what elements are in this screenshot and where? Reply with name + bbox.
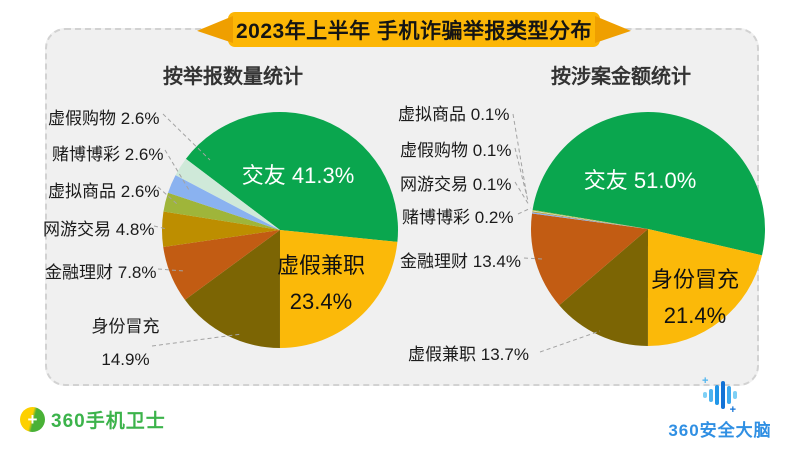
leader-line [539, 330, 601, 353]
slice-name: 赌博博彩 [402, 208, 470, 227]
slice-name: 赌博博彩 [52, 145, 120, 164]
slice-value: 2.6% [124, 145, 164, 164]
slice-value: 2.6% [120, 182, 160, 201]
slice-value: 51.0% [633, 168, 697, 193]
slice-name: 虚假兼职 [276, 253, 366, 278]
slice-value: 2.6% [120, 109, 160, 128]
plus-icon: + [729, 404, 736, 416]
leader-line [151, 333, 243, 347]
label-dubo-bocai-left: 赌博博彩 2.6% [52, 140, 163, 165]
slice-name: 交友 [241, 163, 286, 188]
chart-title-money-amount: 按涉案金额统计 [551, 66, 691, 88]
pie-slice-jinrong-licai [163, 230, 280, 300]
pie-money-amount [531, 112, 765, 347]
slice-value: 0.1% [472, 141, 512, 160]
slice-value: 0.2% [474, 208, 514, 227]
slice-name: 网游交易 [400, 175, 468, 194]
label-xuni-shangpin-left: 虚拟商品 2.6% [48, 177, 159, 202]
slice-value: 13.4% [472, 252, 521, 271]
label-xujia-jianzhi-right: 虚假兼职 13.7% [408, 340, 529, 365]
bar-icon [715, 385, 719, 405]
slice-name: 交友 [583, 168, 628, 193]
soundwave-brain-icon: + + [694, 375, 746, 416]
pie-slice-xujia-gouwu [532, 210, 648, 229]
360-guard-circle-plus-icon: + [20, 407, 45, 432]
slice-name: 虚假购物 [48, 109, 116, 128]
leader-line [514, 147, 529, 202]
label-jiaoyou-left: 交友 41.3% [242, 158, 355, 194]
pie-slice-jiaoyou [532, 112, 765, 256]
label-dubo-bocai-right: 赌博博彩 0.2% [402, 203, 513, 228]
slice-name: 虚假兼职 [408, 345, 476, 364]
leader-line [517, 207, 532, 215]
chart-title-report-count: 按举报数量统计 [163, 66, 303, 88]
leader-line [514, 181, 530, 206]
bar-icon [727, 386, 731, 404]
label-jinrong-licai-left: 金融理财 7.8% [45, 258, 156, 283]
leader-line [162, 113, 211, 161]
leader-line [164, 149, 190, 191]
pie-slice-jiaoyou [185, 112, 398, 242]
bar-icon [709, 388, 713, 402]
leader-line [512, 113, 528, 198]
slice-name: 金融理财 [400, 252, 468, 271]
slice-value: 7.8% [117, 263, 157, 282]
pie-report-count [161, 112, 398, 348]
brand-360-mobile-guard: + 360手机卫士 [20, 406, 166, 433]
label-shenfen-maochong-left: 身份冒充 14.9% [68, 310, 183, 376]
pie-slice-dubo-bocai [168, 175, 280, 230]
slice-value: 0.1% [472, 175, 512, 194]
pie-slice-xuni-shangpin [163, 192, 280, 230]
label-jiaoyou-right: 交友 51.0% [584, 163, 697, 199]
slice-value: 41.3% [291, 163, 355, 188]
slice-name: 虚拟商品 [398, 105, 466, 124]
pie-slice-xujia-jianzhi [559, 229, 648, 346]
leader-lines [151, 113, 601, 353]
pie-slice-xuni-shangpin [532, 209, 648, 229]
leader-line [157, 268, 185, 272]
brand-left-text: 360手机卫士 [51, 411, 166, 432]
slice-name: 金融理财 [45, 263, 113, 282]
label-wangyou-jiaoyi-left: 网游交易 4.8% [43, 215, 154, 240]
pie-slice-xujia-gouwu [175, 158, 280, 230]
slice-value: 4.8% [115, 220, 155, 239]
slice-name: 网游交易 [43, 220, 111, 239]
slice-name: 身份冒充 [91, 317, 160, 336]
pie-slice-xujia-jianzhi [279, 230, 398, 348]
slice-name: 身份冒充 [650, 267, 740, 292]
label-xujia-gouwu-right: 虚假购物 0.1% [400, 136, 511, 161]
label-jinrong-licai-right: 金融理财 13.4% [400, 247, 521, 272]
plus-icon: + [702, 375, 709, 387]
slice-name: 虚拟商品 [48, 182, 116, 201]
slice-value: 0.1% [470, 105, 510, 124]
label-xujia-gouwu-left: 虚假购物 2.6% [48, 104, 159, 129]
pie-slice-shenfen-maochong [184, 230, 280, 348]
pie-slice-jinrong-licai [531, 213, 648, 306]
page-title: 2023年上半年 手机诈骗举报类型分布 [235, 19, 593, 43]
bar-icon [721, 381, 725, 409]
label-wangyou-jiaoyi-right: 网游交易 0.1% [400, 170, 511, 195]
label-shenfen-maochong-right: 身份冒充 21.4% [651, 262, 739, 334]
pie-slice-dubo-bocai [532, 212, 648, 229]
leader-line [153, 225, 168, 230]
slice-value: 23.4% [289, 289, 353, 314]
bar-icon [733, 391, 737, 399]
slice-value: 13.7% [480, 345, 529, 364]
slice-name: 虚假购物 [400, 141, 468, 160]
slice-value: 21.4% [663, 303, 727, 328]
label-xuni-shangpin-right: 虚拟商品 0.1% [398, 100, 509, 125]
pie-slice-wangyou-jiaoyi [532, 211, 648, 229]
brand-360-security-brain: + + 360安全大脑 [664, 376, 776, 441]
brand-right-text: 360安全大脑 [668, 421, 772, 440]
bar-icon [703, 392, 707, 398]
pie-slice-wangyou-jiaoyi [161, 211, 280, 247]
leader-line [157, 186, 178, 205]
slice-value: 14.9% [101, 350, 150, 369]
label-xujia-jianzhi-left: 虚假兼职 23.4% [277, 248, 365, 320]
title-banner: 2023年上半年 手机诈骗举报类型分布 [197, 12, 631, 47]
pie-slice-shenfen-maochong [647, 229, 762, 347]
leader-line [523, 257, 543, 260]
